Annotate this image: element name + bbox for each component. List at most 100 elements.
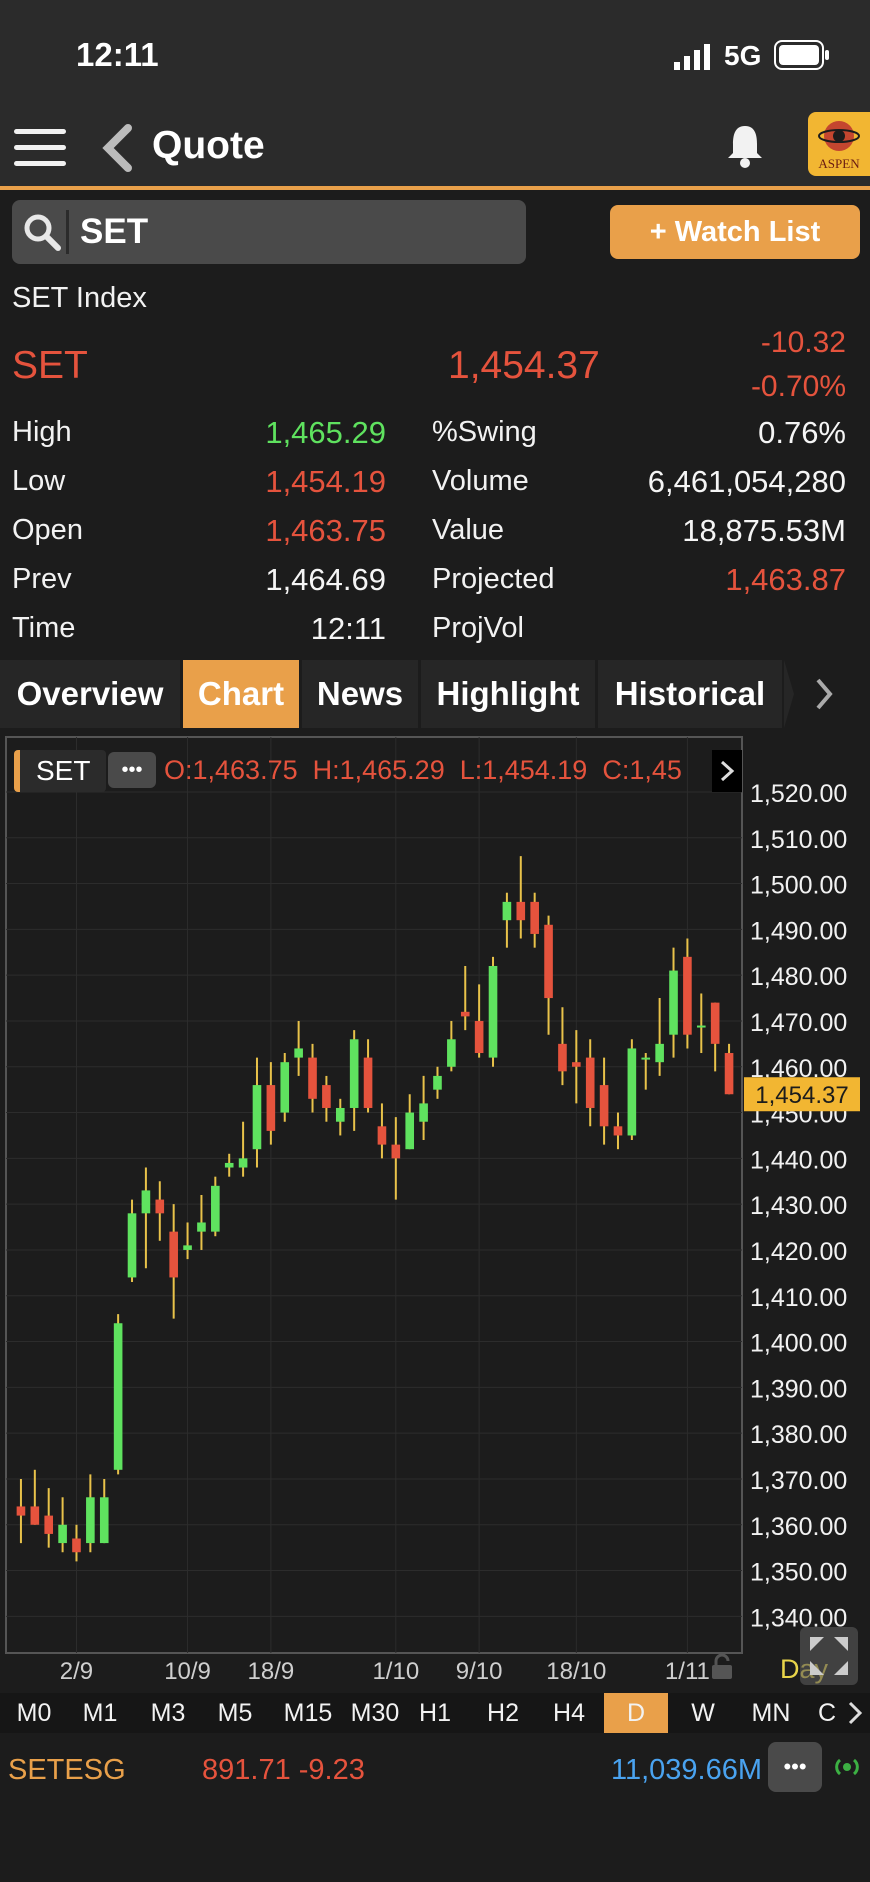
- timeframe-c[interactable]: C: [818, 1699, 837, 1727]
- candle-body: [419, 1103, 428, 1122]
- search-icon: [22, 212, 62, 257]
- candle-body: [335, 1107, 345, 1122]
- timeframe-m5[interactable]: M5: [217, 1699, 253, 1727]
- tab-highlight[interactable]: Highlight: [421, 660, 595, 728]
- stat-value-high: 1,465.29: [265, 415, 386, 450]
- candle: [405, 1094, 415, 1150]
- aspen-logo[interactable]: ASPEN: [808, 112, 870, 176]
- nav-bar: Quote ASPEN: [0, 110, 870, 190]
- candle-body: [599, 1085, 609, 1127]
- candle: [99, 1478, 109, 1544]
- timeframe-m15[interactable]: M15: [283, 1699, 333, 1727]
- last-price: 1,454.37: [448, 344, 600, 387]
- candle-body: [58, 1524, 67, 1544]
- candle: [322, 1075, 331, 1122]
- y-tick-label: 1,420.00: [750, 1238, 847, 1266]
- candle-body: [349, 1039, 359, 1108]
- stat-label-prev: Prev: [12, 563, 72, 595]
- candle: [488, 956, 498, 1067]
- timeframe-m1[interactable]: M1: [82, 1699, 118, 1727]
- stat-value-open: 1,463.75: [265, 513, 386, 548]
- timeframe-h1[interactable]: H1: [419, 1699, 451, 1727]
- candle: [419, 1075, 428, 1141]
- candle: [516, 856, 526, 939]
- timeframe-m30[interactable]: M30: [350, 1699, 400, 1727]
- timeframe-d[interactable]: D: [604, 1693, 668, 1733]
- ticker-more-button[interactable]: •••: [768, 1742, 822, 1792]
- tabs-scroll-right-icon[interactable]: [784, 660, 870, 728]
- y-tick-label: 1,440.00: [750, 1146, 847, 1174]
- candle: [238, 1121, 248, 1177]
- search-input[interactable]: SET: [12, 200, 526, 264]
- candle: [197, 1195, 206, 1250]
- candlestick-chart[interactable]: 1,520.00 1,510.00 1,500.00 1,490.00 1,480.00…: [0, 733, 870, 1693]
- y-tick-label: 1,490.00: [750, 917, 847, 945]
- candle-body: [72, 1538, 81, 1553]
- stat-value-time: 12:11: [310, 611, 386, 646]
- candle-body: [433, 1075, 442, 1090]
- candle-body: [391, 1144, 401, 1159]
- candle-body: [252, 1085, 262, 1150]
- ticker-value: 11,039.66M: [610, 1754, 762, 1786]
- candle-body: [405, 1112, 415, 1150]
- candle-body: [141, 1190, 151, 1214]
- candle: [710, 1002, 720, 1072]
- timeframe-scroll-right-icon[interactable]: [842, 1693, 870, 1733]
- candle-body: [155, 1199, 165, 1214]
- candle: [460, 966, 470, 1031]
- candle-body: [474, 1020, 484, 1054]
- candle: [502, 892, 512, 948]
- candle-body: [99, 1497, 109, 1544]
- status-bar: 12:11 5G: [0, 0, 870, 110]
- y-tick-label: 1,370.00: [750, 1467, 847, 1495]
- chart-more-button[interactable]: •••: [108, 752, 156, 788]
- chart-ohlc-scroll-icon[interactable]: [712, 750, 742, 792]
- candle: [696, 993, 706, 1054]
- timeframe-w[interactable]: W: [691, 1699, 715, 1727]
- tab-chart[interactable]: Chart: [183, 660, 299, 728]
- tab-overview[interactable]: Overview: [0, 660, 180, 728]
- candle: [641, 1053, 651, 1090]
- candle-body: [238, 1158, 248, 1168]
- candle: [72, 1524, 81, 1562]
- stat-label-projected: Projected: [432, 563, 555, 595]
- tab-historical[interactable]: Historical: [598, 660, 782, 728]
- menu-icon[interactable]: [0, 110, 72, 186]
- bell-icon[interactable]: [726, 122, 764, 173]
- live-signal-icon: [832, 1754, 862, 1785]
- candle: [280, 1053, 290, 1122]
- candle-body: [44, 1515, 54, 1534]
- timeframe-m3[interactable]: M3: [150, 1699, 186, 1727]
- candle-body: [127, 1213, 137, 1278]
- candle: [294, 1020, 303, 1076]
- candle-body: [308, 1057, 317, 1099]
- y-tick-label: 1,390.00: [750, 1375, 847, 1403]
- tab-news[interactable]: News: [302, 660, 418, 728]
- timeframe-h4[interactable]: H4: [553, 1699, 585, 1727]
- candle: [558, 1007, 567, 1086]
- add-watchlist-button[interactable]: + Watch List: [610, 205, 860, 259]
- ticker-bar[interactable]: SETESG 891.71 -9.23 11,039.66M •••: [0, 1736, 870, 1808]
- candle-body: [627, 1048, 637, 1136]
- stat-label-time: Time: [12, 612, 76, 644]
- candle-body: [613, 1126, 623, 1136]
- y-tick-label: 1,510.00: [750, 826, 847, 854]
- x-tick-label: 10/9: [164, 1658, 211, 1685]
- timeframe-mn[interactable]: MN: [751, 1699, 791, 1727]
- candle-body: [572, 1062, 581, 1067]
- fullscreen-icon[interactable]: [800, 1627, 858, 1685]
- chart-symbol-chip[interactable]: SET: [14, 750, 106, 792]
- price-change: -10.32: [760, 326, 846, 359]
- candle-body: [16, 1506, 26, 1516]
- price-change-pct: -0.70%: [750, 370, 846, 403]
- back-chevron-icon[interactable]: [100, 124, 134, 177]
- candle-body: [377, 1126, 387, 1145]
- index-name: SET Index: [12, 282, 147, 314]
- candle: [349, 1030, 359, 1131]
- stat-value-value: 18,875.53M: [682, 513, 846, 548]
- candle: [447, 1020, 456, 1072]
- lock-icon[interactable]: [710, 1653, 734, 1685]
- candle-body: [655, 1043, 664, 1063]
- timeframe-h2[interactable]: H2: [487, 1699, 519, 1727]
- timeframe-m0[interactable]: M0: [16, 1699, 52, 1727]
